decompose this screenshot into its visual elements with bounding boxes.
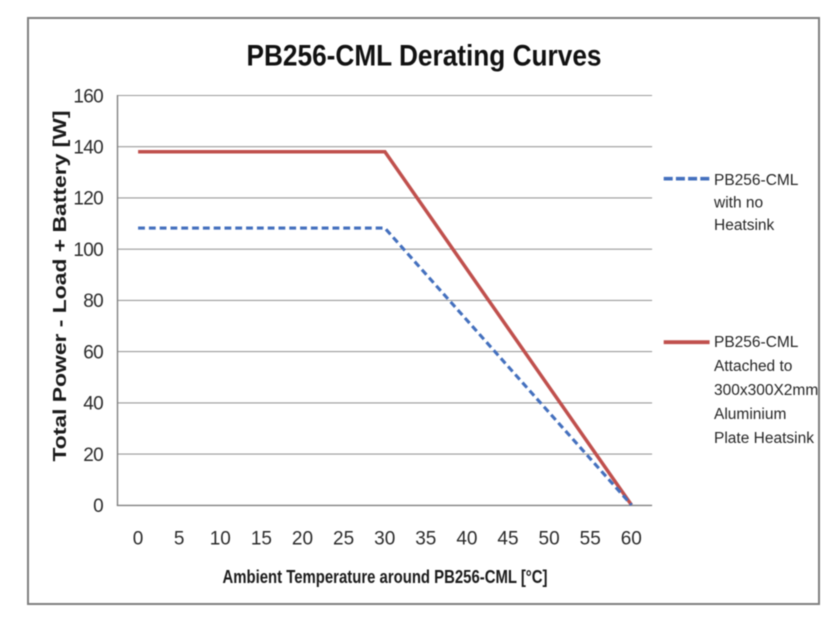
svg-text:Attached to: Attached to [714,358,792,375]
svg-text:80: 80 [83,291,103,312]
svg-text:160: 160 [73,86,103,107]
svg-text:0: 0 [133,528,144,549]
svg-text:Heatsink: Heatsink [714,217,775,234]
svg-text:60: 60 [83,342,103,363]
svg-text:55: 55 [580,528,601,549]
svg-text:Aluminium: Aluminium [714,406,786,423]
svg-text:140: 140 [73,138,103,159]
svg-text:0: 0 [93,496,103,517]
svg-text:300x300X2mm: 300x300X2mm [714,382,818,399]
svg-text:Total Power - Load + Battery [: Total Power - Load + Battery [W] [50,111,70,462]
svg-text:PB256-CML: PB256-CML [714,334,799,351]
svg-text:Ambient Temperature around PB2: Ambient Temperature around PB256-CML [°C… [223,567,548,587]
svg-text:30: 30 [374,528,395,549]
svg-text:50: 50 [539,528,560,549]
svg-text:35: 35 [415,528,436,549]
svg-text:PB256-CML: PB256-CML [714,172,799,189]
svg-text:40: 40 [456,528,477,549]
svg-text:45: 45 [497,528,518,549]
svg-text:5: 5 [174,528,185,549]
svg-text:120: 120 [73,189,103,210]
svg-text:PB256-CML Derating Curves: PB256-CML Derating Curves [247,40,602,73]
svg-text:20: 20 [83,445,103,466]
svg-text:60: 60 [621,528,642,549]
svg-text:15: 15 [251,528,272,549]
svg-text:100: 100 [73,240,103,261]
svg-text:25: 25 [333,528,354,549]
svg-text:with no: with no [713,194,763,211]
svg-text:40: 40 [83,394,103,415]
svg-text:10: 10 [210,528,231,549]
svg-text:20: 20 [292,528,313,549]
svg-text:Plate Heatsink: Plate Heatsink [714,430,814,447]
